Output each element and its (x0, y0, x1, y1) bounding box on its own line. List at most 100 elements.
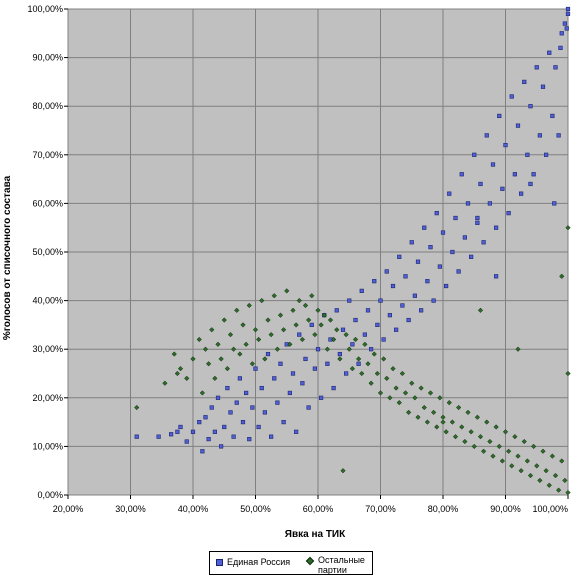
data-point-er (440, 230, 446, 235)
series-edinaya-rossiya (134, 6, 571, 454)
data-point-other (171, 351, 177, 357)
data-point-er (394, 327, 399, 332)
legend-label-line1: Остальные (318, 555, 365, 565)
data-point-er (228, 410, 233, 415)
x-axis-title: Явка на ТИК (285, 529, 346, 540)
data-point-other (309, 293, 315, 299)
data-point-other (224, 365, 231, 372)
legend-label-line2: партии (318, 565, 347, 575)
data-point-er (156, 434, 161, 439)
data-point-other (477, 307, 484, 313)
data-point-er (403, 274, 408, 279)
data-point-er (397, 254, 402, 259)
data-point-er (494, 274, 499, 279)
data-point-er (434, 211, 439, 216)
data-point-er (178, 424, 183, 430)
data-point-other (405, 409, 412, 416)
diamond-marker-icon (305, 556, 315, 566)
y-tick-label: 30,00% (32, 344, 63, 354)
data-point-er (359, 288, 364, 293)
data-point-other (221, 317, 227, 323)
data-point-other (349, 365, 356, 372)
data-point-other (562, 477, 568, 484)
data-point-other (552, 472, 559, 479)
data-point-er (278, 361, 283, 366)
x-tick-label: 50,00% (240, 504, 271, 514)
data-point-er (475, 220, 480, 225)
data-point-er (506, 211, 511, 216)
data-point-other (468, 429, 474, 435)
data-point-other (196, 336, 202, 343)
data-point-other (502, 429, 509, 435)
data-point-er (231, 434, 236, 439)
data-point-er (481, 240, 486, 245)
data-point-er (475, 215, 480, 221)
data-point-other (412, 395, 418, 401)
data-point-er (312, 366, 317, 371)
data-point-er (556, 133, 561, 138)
data-point-other (409, 380, 415, 386)
data-point-er (490, 162, 496, 167)
data-point-er (275, 400, 280, 405)
data-point-other (218, 356, 224, 362)
data-point-er (497, 113, 502, 119)
data-point-other (455, 404, 462, 411)
data-point-er (547, 50, 552, 55)
x-tick-label: 70,00% (365, 504, 396, 514)
data-point-er (453, 215, 458, 221)
data-point-er (444, 283, 449, 289)
data-point-er (381, 337, 386, 342)
data-point-other (246, 302, 252, 309)
data-point-er (478, 181, 483, 187)
data-point-other (327, 317, 334, 323)
data-point-other (505, 448, 512, 454)
data-point-other (227, 331, 234, 338)
data-point-other (321, 312, 327, 318)
data-point-er (309, 322, 314, 328)
data-point-er (519, 191, 524, 196)
data-point-other (390, 365, 396, 372)
y-axis-title: %голосов от списочного состава (2, 175, 13, 340)
data-point-other (402, 390, 409, 396)
x-tick-label: 20,00% (53, 504, 84, 514)
data-point-er (553, 65, 558, 70)
data-point-other (377, 390, 384, 396)
data-point-er (459, 172, 464, 177)
data-point-other (565, 225, 571, 231)
data-point-er (297, 332, 302, 337)
data-point-other (474, 414, 481, 420)
data-point-other (380, 356, 387, 362)
data-point-er (334, 308, 339, 313)
data-point-other (340, 468, 346, 474)
data-point-er (234, 400, 239, 405)
data-point-other (534, 463, 540, 469)
data-point-other (368, 380, 374, 386)
data-point-other (184, 375, 190, 382)
data-point-other (527, 472, 534, 479)
data-point-other (134, 404, 140, 411)
data-point-er (384, 269, 389, 274)
data-point-other (452, 434, 459, 440)
data-point-er (378, 298, 383, 303)
data-point-other (490, 453, 496, 459)
y-tick-label: 100,00% (27, 4, 63, 14)
data-point-other (346, 346, 352, 352)
data-point-er (340, 327, 346, 332)
data-point-other (509, 463, 515, 469)
data-point-other (230, 346, 237, 352)
legend-label: Единая Россия (227, 557, 291, 567)
data-point-other (287, 341, 293, 347)
data-point-other (521, 438, 527, 445)
data-point-other (446, 400, 452, 406)
data-point-other (355, 356, 362, 362)
data-point-other (524, 458, 531, 464)
data-point-er (428, 245, 433, 250)
data-point-er (422, 225, 427, 230)
data-point-er (552, 201, 557, 206)
data-point-er (372, 279, 377, 284)
data-point-other (437, 395, 443, 401)
data-point-er (456, 269, 461, 274)
data-point-other (565, 370, 571, 377)
data-point-er (175, 429, 180, 434)
data-point-er (528, 104, 533, 109)
